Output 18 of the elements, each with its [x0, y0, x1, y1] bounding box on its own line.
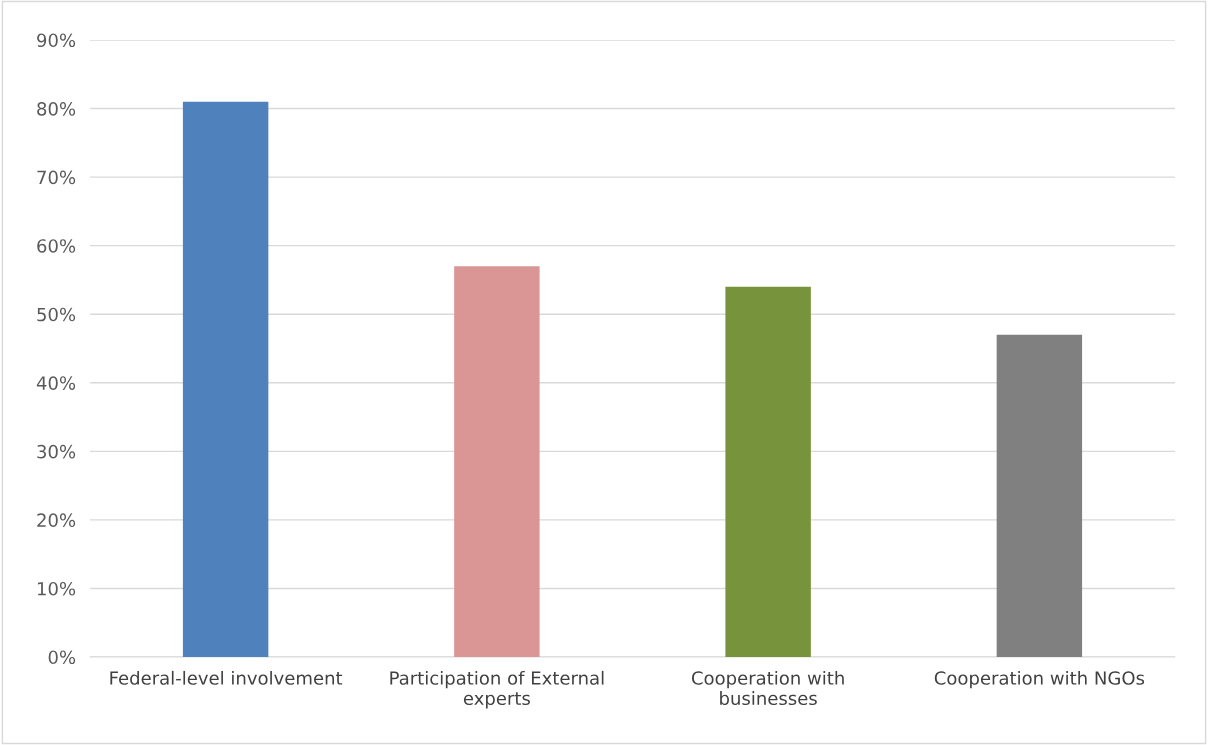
x-tick-label: Federal-level involvement: [110, 670, 343, 685]
x-tick-label: Cooperation with NGOs: [934, 670, 1145, 689]
y-tick-label: 40%: [36, 376, 76, 390]
bar: [454, 266, 540, 657]
y-tick-label: 60%: [37, 239, 76, 253]
x-tick-label: Participation of External experts: [390, 670, 604, 709]
y-tick-label: 80%: [37, 102, 76, 116]
bar: [182, 101, 269, 657]
y-tick-label: 70%: [37, 170, 76, 185]
y-tick-label: 10%: [37, 581, 76, 596]
x-tick-label: Cooperation with businesses: [691, 670, 844, 706]
y-tick-label: 20%: [37, 513, 76, 528]
bar: [996, 334, 1083, 657]
bar: [725, 286, 811, 657]
y-tick-label: 0%: [48, 650, 76, 665]
y-tick-label: 30%: [37, 444, 76, 459]
y-tick-label: 90%: [37, 33, 76, 48]
y-tick-label: 50%: [37, 307, 76, 322]
